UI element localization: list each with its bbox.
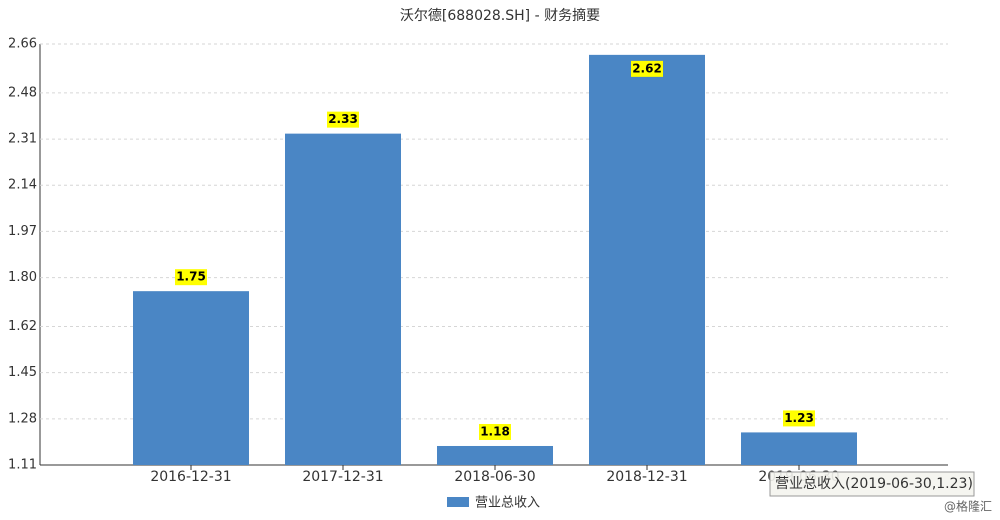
y-tick-label: 2.14 xyxy=(8,178,37,193)
bar xyxy=(285,133,401,465)
y-tick-label: 2.48 xyxy=(8,85,37,100)
x-tick-label: 2017-12-31 xyxy=(302,469,383,485)
bar xyxy=(133,291,249,465)
x-tick-label: 2016-12-31 xyxy=(150,469,231,485)
value-label: 2.33 xyxy=(328,112,358,126)
legend-swatch xyxy=(447,497,469,507)
y-tick-label: 2.66 xyxy=(8,37,37,52)
chart-title: 沃尔德[688028.SH] - 财务摘要 xyxy=(400,7,600,24)
value-label: 2.62 xyxy=(632,61,662,75)
bar xyxy=(589,54,705,466)
legend-label[interactable]: 营业总收入 xyxy=(475,496,540,511)
tooltip: 营业总收入(2019-06-30,1.23) xyxy=(775,476,973,492)
value-label: 1.23 xyxy=(784,411,814,425)
bar xyxy=(437,445,553,465)
value-label-bg xyxy=(631,60,663,77)
bar xyxy=(741,432,857,465)
watermark: @格隆汇 xyxy=(944,499,992,514)
value-label-bg xyxy=(783,410,815,427)
y-tick-label: 1.45 xyxy=(8,365,37,380)
value-label: 1.18 xyxy=(480,424,510,438)
y-tick-label: 1.11 xyxy=(8,458,37,473)
value-label-bg xyxy=(175,269,207,286)
value-label-bg xyxy=(327,111,359,128)
x-tick-label: 2018-12-31 xyxy=(606,469,687,485)
y-tick-label: 1.80 xyxy=(8,270,37,285)
y-tick-label: 1.97 xyxy=(8,224,37,239)
y-tick-label: 2.31 xyxy=(8,132,37,147)
y-tick-label: 1.62 xyxy=(8,319,37,334)
value-label-bg xyxy=(479,423,511,440)
y-tick-label: 1.28 xyxy=(8,411,37,426)
x-tick-label: 2018-06-30 xyxy=(454,469,535,485)
value-label: 1.75 xyxy=(176,270,206,284)
tooltip-box xyxy=(769,471,975,497)
